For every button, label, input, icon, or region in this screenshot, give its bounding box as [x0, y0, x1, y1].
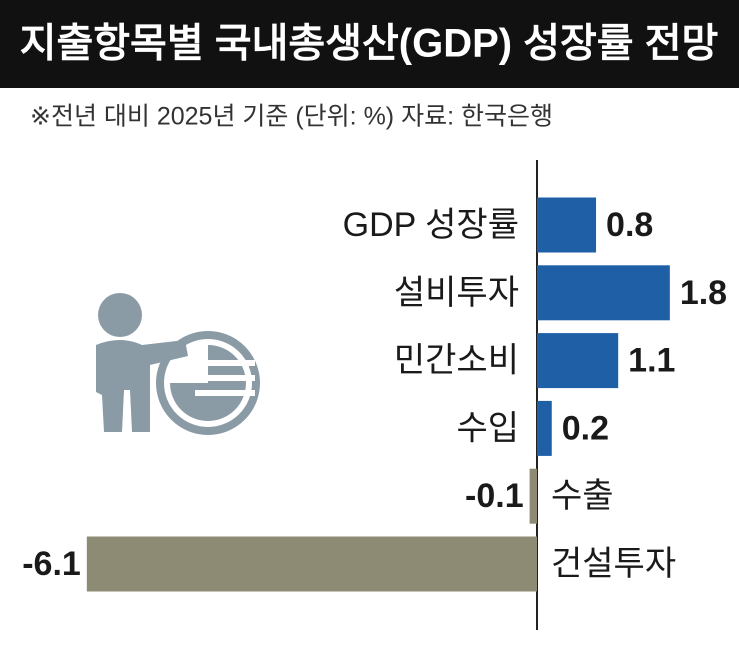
value-label: -6.1	[22, 545, 81, 583]
category-label: 설비투자	[394, 274, 519, 312]
icon	[96, 293, 260, 435]
bar	[529, 468, 537, 524]
chart-title: 지출항목별 국내총생산(GDP) 성장률 전망	[20, 22, 719, 66]
chart-subtitle: ※전년 대비 2025년 기준 (단위: %) 자료: 한국은행	[30, 103, 553, 131]
category-label: 수출	[551, 477, 614, 515]
value-label: 0.2	[562, 409, 609, 447]
category-label: GDP 성장률	[343, 206, 519, 244]
value-label: 1.1	[628, 342, 675, 380]
bar	[537, 265, 670, 321]
title-bar	[0, 0, 739, 88]
bar	[537, 333, 619, 389]
bar	[86, 536, 537, 592]
bar	[537, 400, 552, 456]
category-label: 수입	[456, 409, 519, 447]
category-label: 건설투자	[551, 545, 676, 583]
value-label: 1.8	[680, 274, 727, 312]
bar	[537, 197, 597, 253]
value-label: 0.8	[606, 206, 653, 244]
category-label: 민간소비	[394, 342, 519, 380]
value-label: -0.1	[465, 477, 524, 515]
